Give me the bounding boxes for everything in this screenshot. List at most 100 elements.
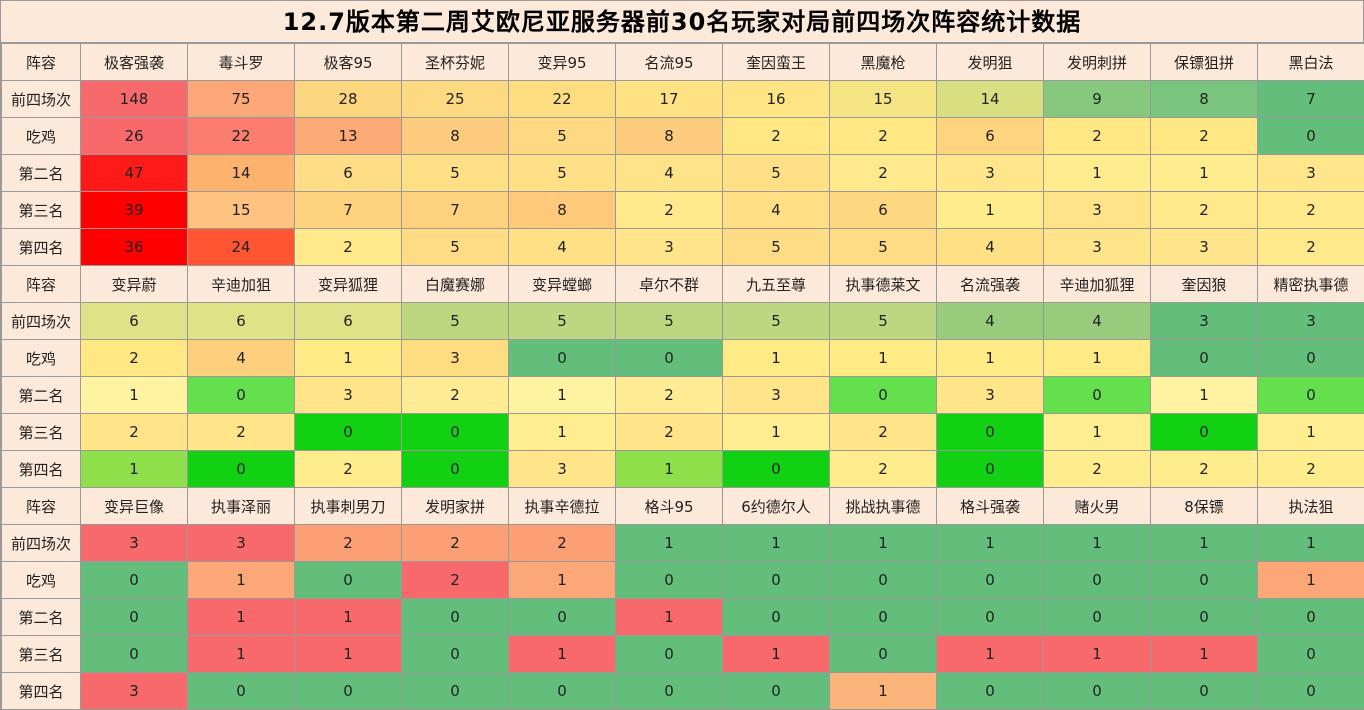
lineup-name-cell[interactable]: 变异蔚 xyxy=(80,265,188,303)
lineup-name-cell[interactable]: 格斗强袭 xyxy=(936,487,1044,525)
lineup-name-cell[interactable]: 白魔赛娜 xyxy=(401,265,509,303)
stat-value-cell[interactable]: 2 xyxy=(1257,450,1364,488)
lineup-name-cell[interactable]: 执事辛德拉 xyxy=(508,487,616,525)
stat-value-cell[interactable]: 1 xyxy=(722,524,830,562)
row-label-cell[interactable]: 第四名 xyxy=(1,450,81,488)
stat-value-cell[interactable]: 6 xyxy=(829,191,937,229)
row-label-cell[interactable]: 第二名 xyxy=(1,154,81,192)
lineup-name-cell[interactable]: 格斗95 xyxy=(615,487,723,525)
lineup-name-cell[interactable]: 九五至尊 xyxy=(722,265,830,303)
stat-value-cell[interactable]: 1 xyxy=(722,413,830,451)
stat-value-cell[interactable]: 3 xyxy=(1257,154,1364,192)
stat-value-cell[interactable]: 3 xyxy=(1043,228,1151,266)
stat-value-cell[interactable]: 2 xyxy=(401,561,509,599)
stat-value-cell[interactable]: 0 xyxy=(80,635,188,673)
stat-value-cell[interactable]: 2 xyxy=(80,413,188,451)
stat-value-cell[interactable]: 2 xyxy=(80,339,188,377)
row-label-cell[interactable]: 第三名 xyxy=(1,191,81,229)
stat-value-cell[interactable]: 3 xyxy=(508,450,616,488)
header-label-cell[interactable]: 阵容 xyxy=(1,487,81,525)
lineup-name-cell[interactable]: 执事泽丽 xyxy=(187,487,295,525)
stat-value-cell[interactable]: 0 xyxy=(508,672,616,710)
stat-value-cell[interactable]: 5 xyxy=(722,302,830,340)
stat-value-cell[interactable]: 1 xyxy=(1043,154,1151,192)
stat-value-cell[interactable]: 47 xyxy=(80,154,188,192)
stat-value-cell[interactable]: 0 xyxy=(508,598,616,636)
lineup-name-cell[interactable]: 精密执事德 xyxy=(1257,265,1364,303)
stat-value-cell[interactable]: 1 xyxy=(187,561,295,599)
stat-value-cell[interactable]: 3 xyxy=(1150,228,1258,266)
stat-value-cell[interactable]: 0 xyxy=(1150,672,1258,710)
stat-value-cell[interactable]: 0 xyxy=(1257,117,1364,155)
stat-value-cell[interactable]: 0 xyxy=(936,672,1044,710)
stat-value-cell[interactable]: 5 xyxy=(722,228,830,266)
stat-value-cell[interactable]: 0 xyxy=(829,635,937,673)
stat-value-cell[interactable]: 14 xyxy=(187,154,295,192)
stat-value-cell[interactable]: 15 xyxy=(187,191,295,229)
stat-value-cell[interactable]: 5 xyxy=(722,154,830,192)
stat-value-cell[interactable]: 5 xyxy=(401,154,509,192)
stat-value-cell[interactable]: 2 xyxy=(401,376,509,414)
stat-value-cell[interactable]: 3 xyxy=(294,376,402,414)
stat-value-cell[interactable]: 1 xyxy=(1257,561,1364,599)
stat-value-cell[interactable]: 2 xyxy=(294,450,402,488)
stat-value-cell[interactable]: 1 xyxy=(829,524,937,562)
stat-value-cell[interactable]: 0 xyxy=(401,635,509,673)
stat-value-cell[interactable]: 1 xyxy=(936,339,1044,377)
stat-value-cell[interactable]: 0 xyxy=(1257,339,1364,377)
stat-value-cell[interactable]: 1 xyxy=(1043,635,1151,673)
stat-value-cell[interactable]: 0 xyxy=(722,450,830,488)
stat-value-cell[interactable]: 6 xyxy=(936,117,1044,155)
lineup-name-cell[interactable]: 辛迪加狐狸 xyxy=(1043,265,1151,303)
stat-value-cell[interactable]: 0 xyxy=(1257,672,1364,710)
stat-value-cell[interactable]: 24 xyxy=(187,228,295,266)
stat-value-cell[interactable]: 4 xyxy=(508,228,616,266)
stat-value-cell[interactable]: 1 xyxy=(615,450,723,488)
stat-value-cell[interactable]: 2 xyxy=(615,191,723,229)
stat-value-cell[interactable]: 0 xyxy=(936,450,1044,488)
stat-value-cell[interactable]: 1 xyxy=(936,524,1044,562)
lineup-name-cell[interactable]: 极客95 xyxy=(294,43,402,81)
stat-value-cell[interactable]: 5 xyxy=(401,302,509,340)
stat-value-cell[interactable]: 8 xyxy=(508,191,616,229)
stat-value-cell[interactable]: 1 xyxy=(187,598,295,636)
stat-value-cell[interactable]: 2 xyxy=(508,524,616,562)
lineup-name-cell[interactable]: 变异螳螂 xyxy=(508,265,616,303)
stat-value-cell[interactable]: 0 xyxy=(936,413,1044,451)
row-label-cell[interactable]: 第二名 xyxy=(1,376,81,414)
stat-value-cell[interactable]: 8 xyxy=(615,117,723,155)
stat-value-cell[interactable]: 3 xyxy=(936,154,1044,192)
stat-value-cell[interactable]: 1 xyxy=(1150,154,1258,192)
stat-value-cell[interactable]: 1 xyxy=(1043,524,1151,562)
lineup-name-cell[interactable]: 变异巨像 xyxy=(80,487,188,525)
stat-value-cell[interactable]: 0 xyxy=(722,561,830,599)
stat-value-cell[interactable]: 2 xyxy=(1257,228,1364,266)
stat-value-cell[interactable]: 0 xyxy=(1257,635,1364,673)
stat-value-cell[interactable]: 3 xyxy=(936,376,1044,414)
stat-value-cell[interactable]: 2 xyxy=(401,524,509,562)
lineup-name-cell[interactable]: 执事德莱文 xyxy=(829,265,937,303)
stat-value-cell[interactable]: 1 xyxy=(722,339,830,377)
header-label-cell[interactable]: 阵容 xyxy=(1,43,81,81)
stat-value-cell[interactable]: 0 xyxy=(401,450,509,488)
stat-value-cell[interactable]: 0 xyxy=(1043,598,1151,636)
stat-value-cell[interactable]: 0 xyxy=(1257,598,1364,636)
stat-value-cell[interactable]: 1 xyxy=(508,413,616,451)
stat-value-cell[interactable]: 2 xyxy=(1150,191,1258,229)
lineup-name-cell[interactable]: 8保镖 xyxy=(1150,487,1258,525)
stat-value-cell[interactable]: 1 xyxy=(294,339,402,377)
stat-value-cell[interactable]: 8 xyxy=(401,117,509,155)
stat-value-cell[interactable]: 2 xyxy=(615,376,723,414)
stat-value-cell[interactable]: 1 xyxy=(615,598,723,636)
stat-value-cell[interactable]: 0 xyxy=(187,450,295,488)
stat-value-cell[interactable]: 0 xyxy=(936,561,1044,599)
stat-value-cell[interactable]: 9 xyxy=(1043,80,1151,118)
lineup-name-cell[interactable]: 执法狙 xyxy=(1257,487,1364,525)
stat-value-cell[interactable]: 7 xyxy=(1257,80,1364,118)
stat-value-cell[interactable]: 4 xyxy=(936,302,1044,340)
stat-value-cell[interactable]: 2 xyxy=(722,117,830,155)
stat-value-cell[interactable]: 5 xyxy=(508,302,616,340)
row-label-cell[interactable]: 第二名 xyxy=(1,598,81,636)
stat-value-cell[interactable]: 0 xyxy=(294,413,402,451)
stat-value-cell[interactable]: 0 xyxy=(401,598,509,636)
